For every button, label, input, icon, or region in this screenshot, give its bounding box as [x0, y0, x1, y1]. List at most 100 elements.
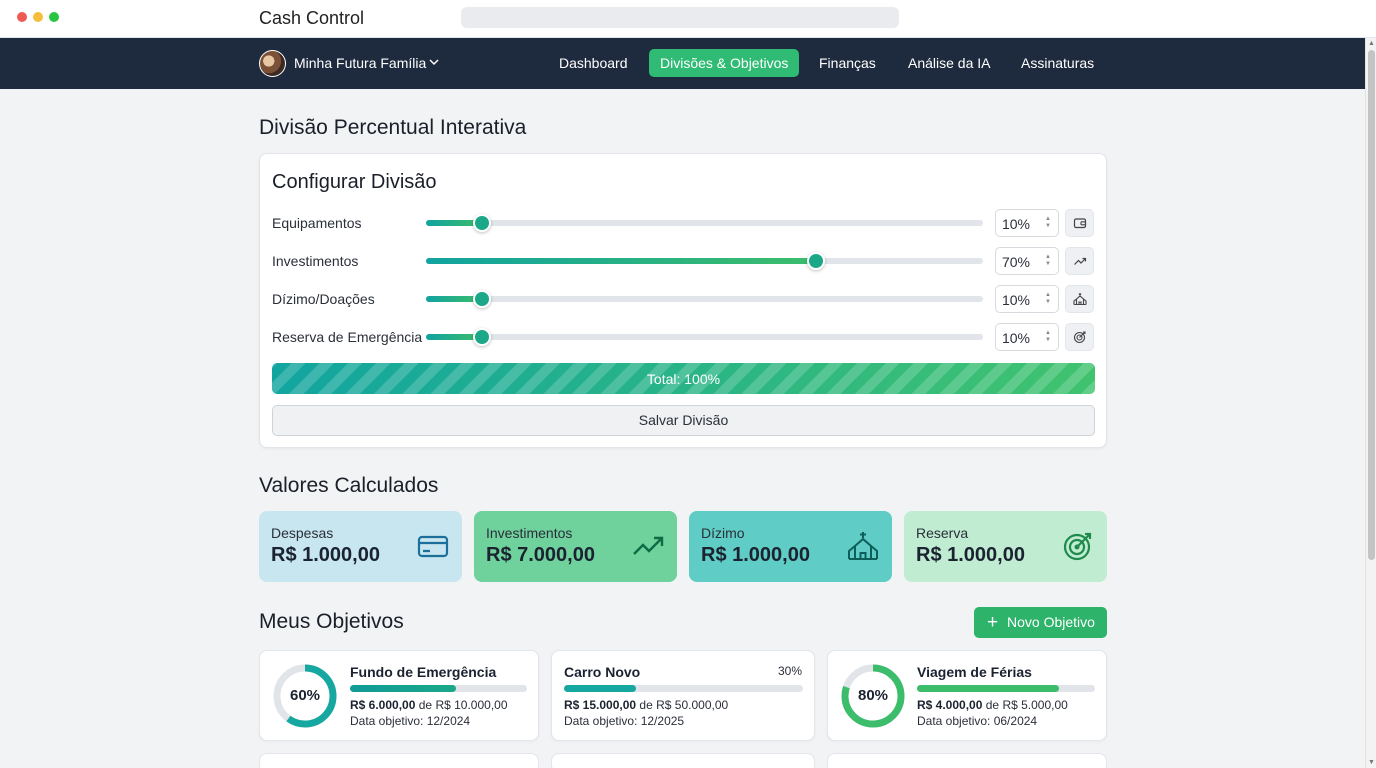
- config-division-card: Configurar Divisão Equipamentos 10% ▲ ▼ I…: [259, 153, 1107, 448]
- maximize-window-button[interactable]: [49, 12, 59, 22]
- goal-of: de: [639, 698, 653, 712]
- top-navbar: Minha Futura Família Dashboard Divisões …: [0, 38, 1365, 89]
- scroll-thumb[interactable]: [1368, 50, 1375, 560]
- goals-section-title: Meus Objetivos: [259, 610, 404, 633]
- percent-slider[interactable]: [426, 290, 983, 308]
- nav-assinaturas[interactable]: Assinaturas: [1021, 55, 1095, 71]
- goal-percent: 30%: [777, 664, 802, 678]
- goal-title: Fundo de Emergência: [350, 664, 497, 680]
- goal-current: R$ 4.000,00: [917, 698, 983, 712]
- goal-card-partial[interactable]: [259, 753, 539, 768]
- slider-thumb[interactable]: [806, 252, 825, 270]
- goal-title: Carro Novo: [564, 664, 641, 680]
- calculated-section-title: Valores Calculados: [259, 474, 439, 497]
- goal-date: Data objetivo: 12/2025: [564, 714, 685, 728]
- goal-card-partial[interactable]: [827, 753, 1107, 768]
- percent-input[interactable]: 10% ▲ ▼: [995, 209, 1059, 237]
- value-card-label: Investimentos: [486, 525, 573, 541]
- goal-card-carro-novo[interactable]: Carro Novo 30% R$ 15.000,00 de R$ 50.000…: [551, 650, 815, 741]
- goal-progress-bar: [350, 685, 527, 692]
- minimize-window-button[interactable]: [33, 12, 43, 22]
- slider-thumb[interactable]: [472, 214, 491, 232]
- goal-of: de: [985, 698, 1000, 712]
- nav-dashboard[interactable]: Dashboard: [559, 55, 628, 71]
- target-icon: [1063, 532, 1092, 561]
- family-selector[interactable]: Minha Futura Família: [294, 55, 427, 71]
- goal-card-viagem-ferias[interactable]: 80% Viagem de Férias R$ 4.000,00 de R$ 5…: [827, 650, 1107, 741]
- slider-fill: [426, 296, 482, 302]
- goal-card-fundo-emergencia[interactable]: 60% Fundo de Emergência R$ 6.000,00 de R…: [259, 650, 539, 741]
- goal-amount: R$ 6.000,00 de R$ 10.000,00: [350, 698, 508, 712]
- new-goal-label: Novo Objetivo: [1007, 614, 1095, 630]
- config-card-title: Configurar Divisão: [272, 171, 437, 193]
- value-card-amount: R$ 1.000,00: [701, 544, 810, 566]
- ring-fill: [841, 664, 905, 728]
- slider-thumb[interactable]: [472, 328, 491, 346]
- percent-value: 10%: [1001, 292, 1030, 308]
- stepper-icon[interactable]: ▲ ▼: [1045, 292, 1051, 305]
- value-card-amount: R$ 1.000,00: [271, 544, 380, 566]
- percent-value: 10%: [1001, 216, 1030, 232]
- percent-value: 10%: [1001, 330, 1030, 346]
- church-icon[interactable]: [1065, 285, 1094, 313]
- stepper-icon[interactable]: ▲ ▼: [1045, 254, 1051, 267]
- new-goal-button[interactable]: + Novo Objetivo: [974, 607, 1107, 638]
- trending-up-icon: [633, 536, 664, 555]
- percent-input[interactable]: 10% ▲ ▼: [995, 323, 1059, 351]
- division-row-label: Reserva de Emergência: [272, 329, 423, 345]
- trending-up-icon[interactable]: [1065, 247, 1094, 275]
- nav-analise-ia[interactable]: Análise da IA: [908, 55, 991, 71]
- division-row-label: Investimentos: [272, 253, 359, 269]
- goal-target: R$ 50.000,00: [656, 698, 729, 712]
- goal-card-partial[interactable]: [551, 753, 815, 768]
- nav-financas[interactable]: Finanças: [819, 55, 876, 71]
- division-row-reserva: Reserva de Emergência 10% ▲ ▼: [272, 323, 1094, 351]
- division-row-equipamentos: Equipamentos 10% ▲ ▼: [272, 209, 1094, 237]
- slider-thumb[interactable]: [472, 290, 491, 308]
- percent-slider[interactable]: [426, 252, 983, 270]
- percent-slider[interactable]: [426, 328, 983, 346]
- address-bar[interactable]: [461, 7, 899, 28]
- goal-title: Viagem de Férias: [917, 664, 1032, 680]
- percent-slider[interactable]: [426, 214, 983, 232]
- target-icon[interactable]: [1065, 323, 1094, 351]
- stepper-icon[interactable]: ▲ ▼: [1045, 216, 1051, 229]
- value-card-despesas: Despesas R$ 1.000,00: [259, 511, 462, 582]
- scroll-down-icon[interactable]: ▼: [1368, 759, 1375, 766]
- nav-divisoes-objetivos[interactable]: Divisões & Objetivos: [649, 49, 800, 77]
- percent-input[interactable]: 70% ▲ ▼: [995, 247, 1059, 275]
- goal-progress-bar: [917, 685, 1095, 692]
- goal-progress-ring: [841, 664, 905, 728]
- slider-fill: [426, 334, 482, 340]
- total-label: Total: 100%: [646, 371, 721, 387]
- church-icon: [848, 532, 878, 560]
- stepper-icon[interactable]: ▲ ▼: [1045, 330, 1051, 343]
- page-scrollbar[interactable]: ▲ ▼: [1365, 38, 1376, 768]
- goal-progress-fill: [917, 685, 1060, 692]
- goal-current: R$ 15.000,00: [564, 698, 637, 712]
- goal-amount: R$ 15.000,00 de R$ 50.000,00: [564, 698, 728, 712]
- value-card-amount: R$ 7.000,00: [486, 544, 595, 566]
- goal-amount: R$ 4.000,00 de R$ 5.000,00: [917, 698, 1068, 712]
- goal-current: R$ 6.000,00: [350, 698, 416, 712]
- division-section-title: Divisão Percentual Interativa: [259, 116, 527, 139]
- slider-fill: [426, 220, 482, 226]
- value-card-dizimo: Dízimo R$ 1.000,00: [689, 511, 892, 582]
- chevron-down-icon[interactable]: [428, 56, 440, 68]
- goal-percent: 60%: [289, 687, 321, 704]
- goal-progress-fill: [350, 685, 457, 692]
- family-avatar[interactable]: [259, 50, 286, 77]
- ring-fill: [273, 664, 337, 728]
- goal-of: de: [418, 698, 433, 712]
- goal-percent: 80%: [857, 687, 889, 704]
- close-window-button[interactable]: [17, 12, 27, 22]
- value-card-amount: R$ 1.000,00: [916, 544, 1025, 566]
- wallet-icon[interactable]: [1065, 209, 1094, 237]
- value-card-label: Despesas: [271, 525, 334, 541]
- save-division-button[interactable]: Salvar Divisão: [272, 405, 1095, 436]
- percent-input[interactable]: 10% ▲ ▼: [995, 285, 1059, 313]
- division-row-label: Equipamentos: [272, 215, 362, 231]
- goal-progress-bar: [564, 685, 803, 692]
- goal-target: R$ 5.000,00: [1002, 698, 1068, 712]
- scroll-up-icon[interactable]: ▲: [1368, 40, 1375, 47]
